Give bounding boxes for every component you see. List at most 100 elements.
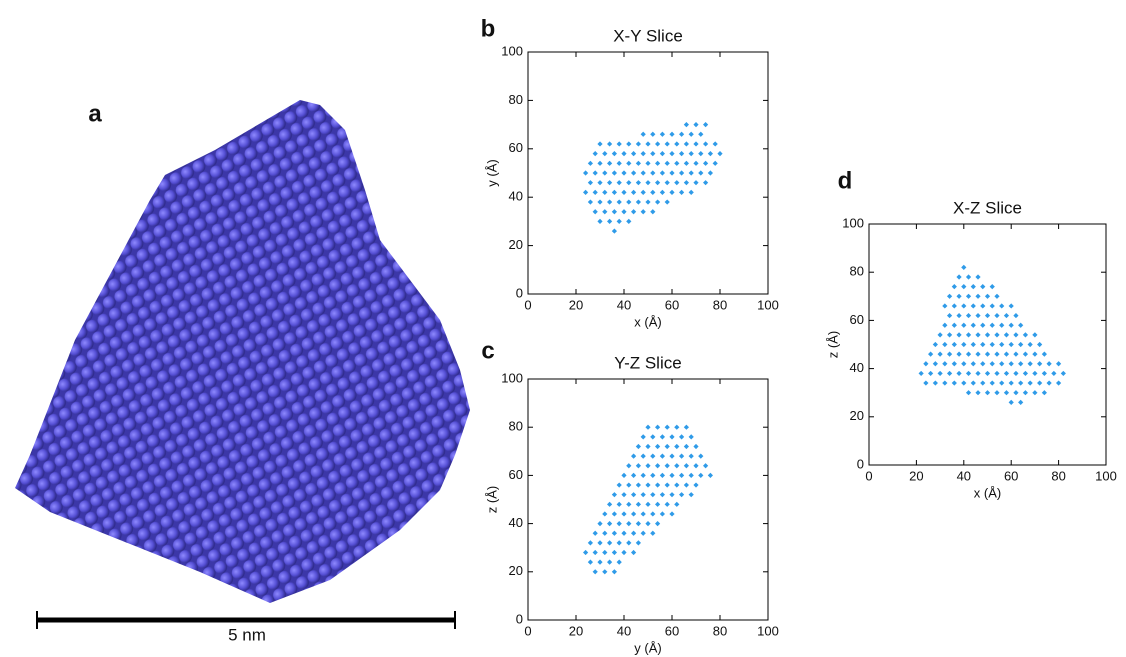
point [932,380,938,386]
point [683,424,689,430]
point [587,540,593,546]
point [688,472,694,478]
point [669,492,675,498]
point [611,151,617,157]
point [1041,351,1047,357]
point [635,180,641,186]
point [698,472,704,478]
point [1037,361,1043,367]
point [975,390,981,396]
point [712,141,718,147]
point [659,434,665,440]
point [1056,380,1062,386]
point [621,151,627,157]
point [583,170,589,176]
y-tick-label: 60 [509,140,523,155]
y-axis-label: z (Å) [825,331,840,358]
point [669,434,675,440]
point [984,390,991,396]
point [1013,351,1019,357]
point [592,189,598,195]
point [970,380,976,386]
point [674,180,680,186]
point [640,189,646,195]
point [602,511,608,517]
point [946,370,953,377]
point [679,170,685,176]
point [975,312,981,319]
point [688,151,694,157]
point [679,453,685,459]
point [650,492,656,498]
point [1003,370,1010,377]
point [1046,361,1052,367]
point [707,170,713,176]
point [707,472,713,478]
y-tick-label: 80 [509,419,523,434]
point [592,549,598,556]
point [712,160,718,166]
point [683,482,689,488]
y-axis-label: z (Å) [484,486,499,513]
point [1008,361,1014,367]
point [602,549,608,556]
y-tick-label: 40 [850,360,864,375]
point [626,540,632,546]
x-tick-label: 100 [757,297,779,312]
point [626,218,632,224]
point [650,530,656,536]
y-tick-label: 0 [857,456,864,471]
point [707,151,713,157]
point [965,351,972,357]
point [650,189,656,195]
y-tick-label: 60 [850,312,864,327]
point [688,453,694,459]
point [717,151,723,157]
point [923,380,929,386]
point [984,312,991,319]
point [669,472,675,478]
point [989,341,995,348]
y-tick-label: 100 [501,370,523,385]
point [693,463,699,469]
point [693,180,699,186]
point [626,141,632,147]
point [1051,370,1057,377]
point [1032,332,1038,338]
point [631,530,637,536]
point [592,530,598,536]
point [621,209,627,215]
point [994,293,1000,299]
y-tick-label: 80 [850,264,864,279]
point [946,351,953,357]
point [645,141,651,147]
point [664,443,670,450]
y-tick-label: 0 [516,611,523,626]
point [587,160,593,166]
point [688,189,694,195]
point [626,501,632,507]
point [975,351,981,357]
point [980,380,986,386]
point [664,180,670,186]
point [650,131,656,137]
point [635,141,641,147]
point [688,434,694,440]
point [631,189,637,195]
chart: c Y-Z Slice 0 20 40 60 80 100 0 20 40 60 80 100 y (Å) z… [481,337,779,655]
point [640,209,646,215]
point [659,189,665,195]
atom-lattice [15,100,470,603]
point [645,180,651,186]
point [674,463,680,469]
point [645,424,651,430]
point [1041,370,1047,377]
point [956,351,962,357]
point [1003,390,1010,396]
point [626,521,632,527]
point [645,482,651,488]
point [602,569,608,575]
point [961,380,967,386]
y-tick-label: 20 [509,237,523,252]
